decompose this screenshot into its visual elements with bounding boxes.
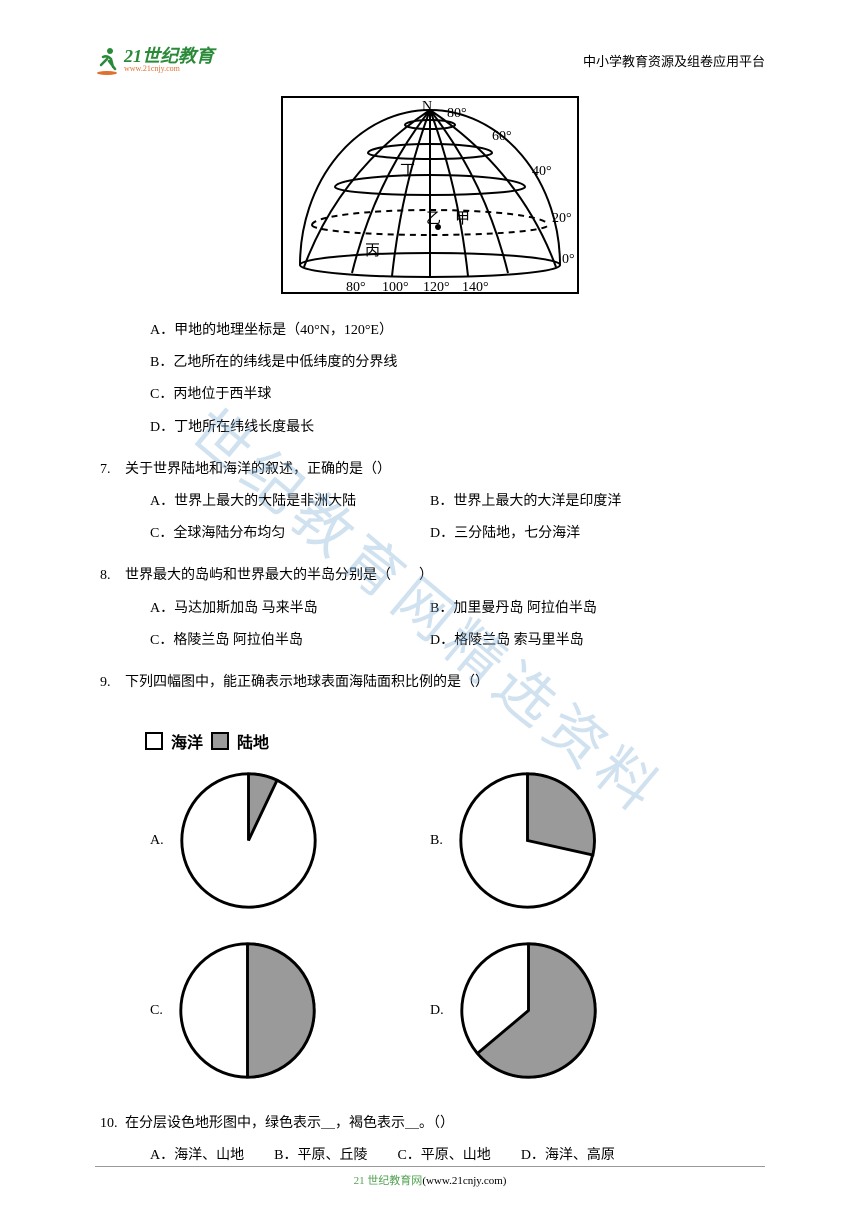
logo-url-text: www.21cnjy.com <box>124 65 214 73</box>
legend-land-swatch <box>211 732 229 750</box>
q8-option-a: A．马达加斯加岛 马来半岛 <box>150 593 430 625</box>
pie-d-label: D. <box>430 1003 444 1019</box>
svg-text:80°: 80° <box>346 280 366 295</box>
logo: 21世纪教育 www.21cnjy.com <box>95 45 214 75</box>
q10-stem: 在分层设色地形图中，绿色表示＿，褐色表示＿。（） <box>125 1108 765 1140</box>
q8-number: 8. <box>95 560 125 592</box>
q7-option-a: A．世界上最大的大陆是非洲大陆 <box>150 486 430 518</box>
svg-text:20°: 20° <box>552 211 572 226</box>
svg-text:丙: 丙 <box>365 243 380 259</box>
pie-chart-c <box>175 938 320 1083</box>
pie-option-b: B. <box>430 768 710 913</box>
pie-option-d: D. <box>430 938 710 1083</box>
q6-option-d: D．丁地所在纬线长度最长 <box>95 412 765 444</box>
page-footer: 21 世纪教育网(www.21cnjy.com) <box>95 1166 765 1188</box>
legend-land-label: 陆地 <box>237 729 269 753</box>
q8-option-d: D．格陵兰岛 索马里半岛 <box>430 625 765 657</box>
svg-text:60°: 60° <box>492 129 512 144</box>
pie-b-label: B. <box>430 833 443 849</box>
pie-legend: 海洋 陆地 <box>95 729 765 753</box>
q7-stem: 关于世界陆地和海洋的叙述，正确的是（） <box>125 454 765 486</box>
pie-chart-b <box>455 768 600 913</box>
question-9: 9. 下列四幅图中，能正确表示地球表面海陆面积比例的是（） 海洋 陆地 A. B… <box>95 667 765 1083</box>
pie-chart-a <box>176 768 321 913</box>
q9-number: 9. <box>95 667 125 699</box>
header-right-text: 中小学教育资源及组卷应用平台 <box>583 51 765 70</box>
q8-option-b: B．加里曼丹岛 阿拉伯半岛 <box>430 593 765 625</box>
pie-a-label: A. <box>150 833 164 849</box>
q7-option-d: D．三分陆地，七分海洋 <box>430 518 765 550</box>
pie-chart-d <box>456 938 601 1083</box>
footer-brand: 21 世纪教育网 <box>354 1175 423 1187</box>
page-header: 21世纪教育 www.21cnjy.com 中小学教育资源及组卷应用平台 <box>95 45 765 75</box>
legend-ocean-swatch <box>145 732 163 750</box>
q7-number: 7. <box>95 454 125 486</box>
footer-url: (www.21cnjy.com) <box>422 1175 506 1187</box>
pie-c-label: C. <box>150 1003 163 1019</box>
q6-option-c: C．丙地位于西半球 <box>95 379 765 411</box>
q6-option-a: A．甲地的地理坐标是（40°N，120°E） <box>95 315 765 347</box>
q8-option-c: C．格陵兰岛 阿拉伯半岛 <box>150 625 430 657</box>
logo-main-text: 21世纪教育 <box>124 47 214 65</box>
q7-option-b: B．世界上最大的大洋是印度洋 <box>430 486 765 518</box>
q7-option-c: C．全球海陆分布均匀 <box>150 518 430 550</box>
q6-option-b: B．乙地所在的纬线是中低纬度的分界线 <box>95 347 765 379</box>
svg-text:甲: 甲 <box>455 211 470 227</box>
runner-icon <box>95 45 120 75</box>
question-6-options: A．甲地的地理坐标是（40°N，120°E） B．乙地所在的纬线是中低纬度的分界… <box>95 315 765 444</box>
svg-text:丁: 丁 <box>400 163 415 179</box>
pie-option-a: A. <box>150 768 430 913</box>
svg-text:80°: 80° <box>447 106 467 121</box>
svg-text:100°: 100° <box>382 280 409 295</box>
svg-text:40°: 40° <box>532 164 552 179</box>
question-7: 7. 关于世界陆地和海洋的叙述，正确的是（） A．世界上最大的大陆是非洲大陆 B… <box>95 454 765 551</box>
svg-text:140°: 140° <box>462 280 489 295</box>
question-10: 10. 在分层设色地形图中，绿色表示＿，褐色表示＿。（） A．海洋、山地 B．平… <box>95 1108 765 1172</box>
svg-text:N: N <box>422 99 432 114</box>
legend-ocean-label: 海洋 <box>171 729 203 753</box>
q8-stem: 世界最大的岛屿和世界最大的半岛分别是（ ） <box>125 560 765 592</box>
q10-number: 10. <box>95 1108 125 1140</box>
question-8: 8. 世界最大的岛屿和世界最大的半岛分别是（ ） A．马达加斯加岛 马来半岛 B… <box>95 560 765 657</box>
svg-text:120°: 120° <box>423 280 450 295</box>
svg-text:0°: 0° <box>562 252 575 267</box>
pie-option-c: C. <box>150 938 430 1083</box>
globe-diagram: N 80° 60° 40° 20° 0° 80° 100° 120° 140° … <box>280 95 580 295</box>
q9-stem: 下列四幅图中，能正确表示地球表面海陆面积比例的是（） <box>125 667 765 699</box>
